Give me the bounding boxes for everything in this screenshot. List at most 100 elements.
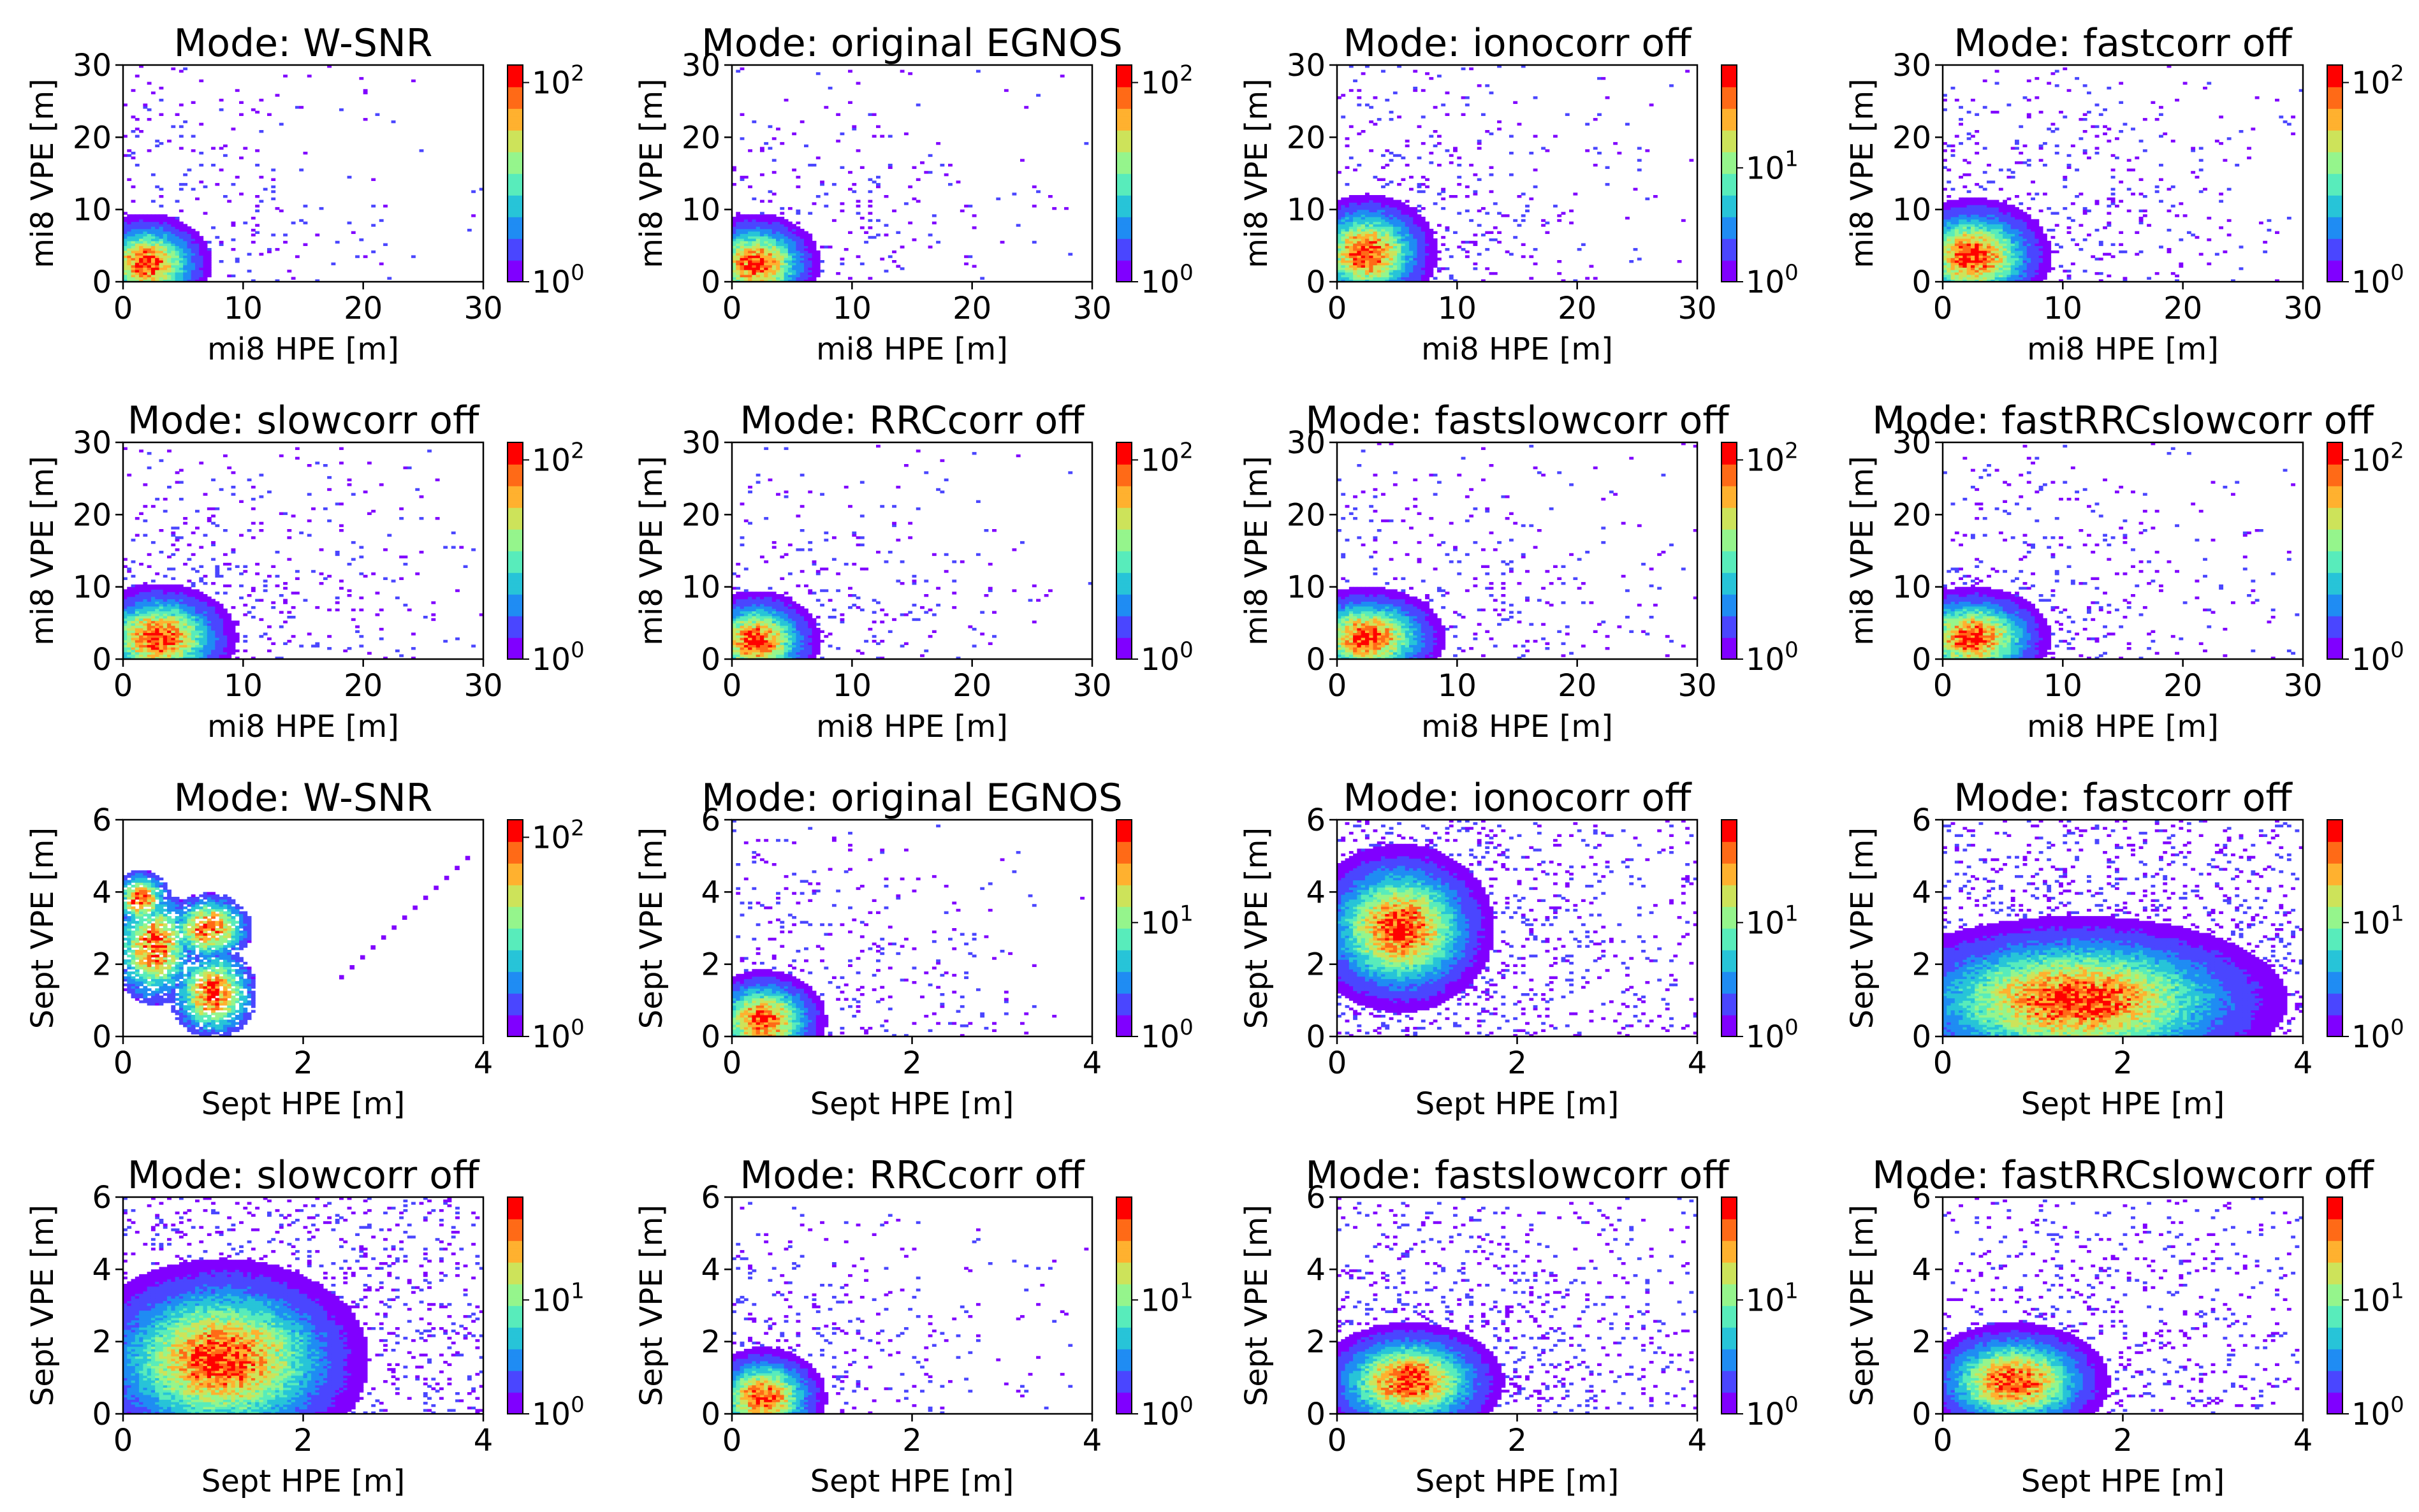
- colorbar: 100 102: [507, 439, 585, 678]
- colorbar-tick-label: 102: [532, 439, 585, 479]
- x-tick-label: 2: [1507, 1045, 1527, 1081]
- colorbar-tick-label: 100: [1746, 1015, 1799, 1055]
- subplot-title: Mode: W-SNR: [174, 776, 433, 820]
- x-tick-label: 20: [344, 668, 383, 704]
- colorbar-tick-label: 102: [532, 816, 585, 856]
- colorbar: 100 102: [2327, 61, 2404, 300]
- y-axis-label: Sept VPE [m]: [1239, 1205, 1275, 1406]
- x-tick-label: 0: [1933, 1045, 1953, 1081]
- y-tick-label: 0: [1911, 1397, 1931, 1432]
- x-tick-label: 0: [722, 668, 742, 704]
- x-tick-label: 20: [953, 291, 991, 326]
- y-tick-label: 30: [1287, 425, 1326, 461]
- x-tick-label: 0: [1933, 291, 1953, 326]
- subplot-title: Mode: fastRRCslowcorr off: [1872, 1153, 2374, 1198]
- heatmap-cells: [1337, 65, 1694, 282]
- y-tick-label: 4: [701, 875, 720, 910]
- y-tick-label: 6: [92, 803, 112, 838]
- y-axis-label: Sept VPE [m]: [25, 827, 61, 1029]
- heatmap-cells: [1943, 442, 2300, 659]
- y-tick-label: 6: [92, 1180, 112, 1216]
- subplot-5: 0 10 20 30 0 10 20 30 Mode: RRCcorr off mi8 HPE […: [634, 398, 1194, 745]
- axes-frame: [1336, 64, 1699, 283]
- colorbar: 100 102: [1721, 439, 1799, 678]
- x-axis-label: Sept HPE [m]: [201, 1086, 405, 1122]
- heatmap-cells: [1337, 820, 1697, 1036]
- x-tick-label: 0: [1327, 1045, 1347, 1081]
- colorbar-tick-label: 100: [1746, 637, 1799, 678]
- heatmap-cells: [123, 855, 471, 1036]
- x-tick-label: 2: [2113, 1045, 2133, 1081]
- colorbar-tick-label: 101: [2351, 901, 2404, 941]
- heatmap-cells: [732, 444, 1092, 659]
- x-tick-label: 10: [1438, 668, 1477, 704]
- y-tick-label: 10: [1892, 570, 1931, 606]
- colorbar-tick-label: 100: [532, 1015, 585, 1055]
- subplot-13: 0 2 4 0 2 4 6 Mode: RRCcorr off Sept HPE [m] Sept…: [634, 1153, 1194, 1499]
- x-tick-label: 10: [2043, 291, 2082, 326]
- x-tick-label: 4: [1688, 1423, 1707, 1458]
- y-tick-label: 0: [701, 1397, 720, 1432]
- y-tick-label: 10: [1287, 193, 1326, 228]
- subplot-4: 0 10 20 30 0 10 20 30 Mode: slowcorr off mi8 HPE …: [25, 398, 585, 745]
- colorbar-tick-label: 102: [1141, 61, 1194, 101]
- y-tick-label: 0: [1911, 265, 1931, 300]
- y-tick-label: 30: [682, 48, 720, 84]
- colorbar-tick-label: 100: [532, 1392, 585, 1432]
- y-tick-label: 20: [73, 120, 112, 156]
- colorbar-tick-label: 100: [1746, 260, 1799, 300]
- y-tick-label: 30: [1892, 48, 1931, 84]
- colorbar: 100 102: [1116, 61, 1194, 300]
- subplot-2: 0 10 20 30 0 10 20 30 Mode: ionocorr off mi8 HPE …: [1239, 21, 1799, 367]
- y-axis-label: Sept VPE [m]: [634, 1205, 669, 1406]
- x-tick-label: 20: [2163, 291, 2202, 326]
- y-tick-label: 30: [682, 425, 720, 461]
- x-tick-label: 4: [1083, 1423, 1102, 1458]
- x-tick-label: 0: [113, 1045, 133, 1081]
- y-tick-label: 0: [1306, 1397, 1326, 1432]
- colorbar: 100 101: [1116, 819, 1194, 1055]
- y-axis-label: Sept VPE [m]: [1845, 1205, 1880, 1406]
- y-tick-label: 10: [73, 570, 112, 606]
- y-tick-label: 4: [1306, 1252, 1326, 1288]
- y-tick-label: 4: [92, 875, 112, 910]
- y-tick-label: 2: [701, 947, 720, 983]
- x-tick-label: 30: [464, 291, 502, 326]
- subplot-10: 0 2 4 0 2 4 6 Mode: ionocorr off Sept HPE [m] Sep…: [1239, 776, 1799, 1122]
- colorbar-tick-label: 100: [1141, 1392, 1194, 1432]
- x-tick-label: 4: [1688, 1045, 1707, 1081]
- subplot-title: Mode: slowcorr off: [128, 1153, 480, 1198]
- heatmap-cells: [732, 67, 1089, 282]
- x-tick-label: 20: [953, 668, 991, 704]
- y-tick-label: 0: [701, 1019, 720, 1055]
- subplot-title: Mode: original EGNOS: [701, 776, 1123, 820]
- heatmap-cells: [1337, 442, 1697, 659]
- y-axis-label: mi8 VPE [m]: [1239, 78, 1275, 268]
- x-tick-label: 2: [1507, 1423, 1527, 1458]
- x-tick-label: 2: [2113, 1423, 2133, 1458]
- x-axis-label: Sept HPE [m]: [810, 1464, 1014, 1499]
- subplot-title: Mode: ionocorr off: [1343, 776, 1693, 820]
- y-tick-label: 4: [1306, 875, 1326, 910]
- x-tick-label: 10: [1438, 291, 1477, 326]
- colorbar-tick-label: 102: [2351, 61, 2404, 101]
- y-tick-label: 20: [1287, 120, 1326, 156]
- colorbar-tick-label: 101: [1746, 146, 1799, 186]
- colorbar-tick-label: 100: [1746, 1392, 1799, 1432]
- subplot-title: Mode: RRCcorr off: [740, 1153, 1085, 1198]
- heatmap-cells: [1943, 820, 2303, 1036]
- y-tick-label: 20: [682, 497, 720, 533]
- x-tick-label: 30: [464, 668, 502, 704]
- y-tick-label: 20: [1892, 497, 1931, 533]
- x-tick-label: 4: [2293, 1423, 2313, 1458]
- subplot-title: Mode: original EGNOS: [701, 21, 1123, 66]
- subplot-8: 0 2 4 0 2 4 6 Mode: W-SNR Sept HPE [m] Sept VPE […: [25, 776, 585, 1122]
- x-tick-label: 0: [1327, 291, 1347, 326]
- subplot-title: Mode: ionocorr off: [1343, 21, 1693, 66]
- axes-frame: [731, 64, 1093, 283]
- y-tick-label: 6: [1911, 803, 1931, 838]
- y-axis-label: mi8 VPE [m]: [1845, 78, 1880, 268]
- x-axis-label: Sept HPE [m]: [201, 1464, 405, 1499]
